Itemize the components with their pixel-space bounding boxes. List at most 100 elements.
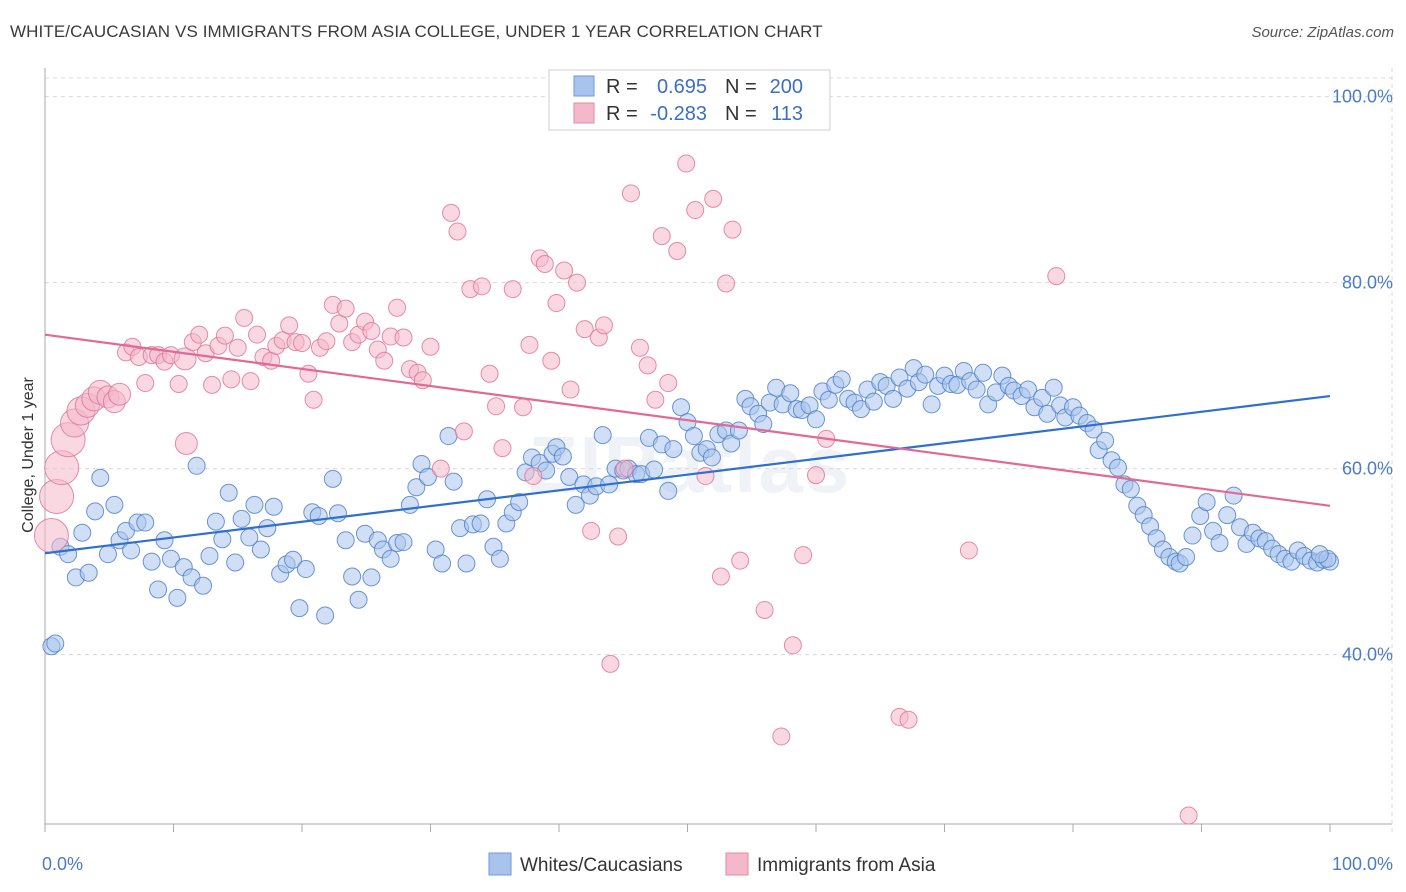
whites-point [245, 495, 264, 514]
whites-point [418, 467, 437, 486]
asia-point [304, 390, 323, 409]
pink-swatch [573, 102, 595, 124]
asia-point [582, 521, 601, 540]
asia-point [630, 338, 649, 357]
whites-point [251, 540, 270, 559]
whites-point [296, 560, 315, 579]
series-legend: Whites/Caucasians Immigrants from Asia [488, 852, 936, 876]
whites-point [226, 553, 245, 572]
trend-lines [44, 333, 1331, 555]
asia-point [575, 320, 594, 339]
whites-point [884, 389, 903, 408]
asia-point [480, 364, 499, 383]
y-tick-label: 40.0% [1342, 645, 1393, 665]
whites-point [1197, 493, 1216, 512]
asia-point [241, 372, 260, 391]
asia-trend-line [44, 333, 1331, 507]
legend-r-value-1: 0.695 [657, 76, 707, 98]
whites-point [1096, 431, 1115, 450]
whites-point [381, 549, 400, 568]
legend-n-value-1: 200 [770, 76, 803, 98]
asia-point [755, 600, 774, 619]
asia-point [686, 201, 705, 220]
asia-point [704, 189, 723, 208]
source-credit: Source: ZipAtlas.com [1251, 24, 1394, 41]
asia-point [108, 382, 132, 406]
whites-point [1019, 380, 1038, 399]
asia-point [567, 273, 586, 292]
y-tick-labels: 40.0% 60.0% 80.0% 100.0% [1332, 87, 1393, 665]
whites-point [974, 363, 993, 382]
asia-point [215, 326, 234, 345]
whites-point [729, 421, 748, 440]
asia-point [524, 467, 543, 486]
asia-point [493, 439, 512, 458]
whites-point [754, 414, 773, 433]
whites-point [864, 392, 883, 411]
asia-point [899, 710, 918, 729]
asia-point [783, 636, 802, 655]
whites-point [444, 472, 463, 491]
whites-point [309, 507, 328, 526]
whites-point [510, 493, 529, 512]
whites-point [323, 469, 342, 488]
asia-point [959, 541, 978, 560]
whites-point [187, 456, 206, 475]
whites-point [91, 468, 110, 487]
whites-point [471, 514, 490, 533]
asia-point [609, 527, 628, 546]
asia-point [696, 467, 715, 486]
asia-point [731, 551, 750, 570]
asia-point [280, 316, 299, 335]
whites-point [400, 495, 419, 514]
asia-point [723, 220, 742, 239]
asia-point [190, 325, 209, 344]
whites-point [1218, 506, 1237, 525]
whites-point [142, 552, 161, 571]
x-tick-label: 0.0% [42, 854, 83, 874]
asia-point [717, 274, 736, 293]
whites-point [659, 481, 678, 500]
whites-point [967, 380, 986, 399]
asia-point [520, 335, 539, 354]
whites-point [316, 606, 335, 625]
asia-point [394, 328, 413, 347]
asia-point [362, 321, 381, 340]
asia-point [299, 364, 318, 383]
asia-point [136, 374, 155, 393]
asia-point [615, 459, 634, 478]
asia-point [535, 255, 554, 273]
whites-point [457, 554, 476, 573]
legend-r-label-2: R = [606, 103, 638, 125]
x-tick-labels: 0.0% 100.0% [42, 854, 1393, 874]
whites-point [219, 483, 238, 502]
y-axis-label: College, Under 1 year [20, 377, 37, 533]
asia-point [33, 518, 69, 554]
asia-point [1047, 267, 1066, 286]
whites-point [73, 523, 92, 542]
whites-point [149, 580, 168, 599]
stats-legend: R = 0.695 N = 200 R = -0.283 N = 113 [548, 69, 831, 131]
asia-point [174, 431, 198, 455]
whites-point [394, 533, 413, 552]
series-whites-points [42, 359, 1339, 656]
asia-point [173, 347, 197, 371]
asia-point [503, 280, 522, 299]
legend-whites-label: Whites/Caucasians [520, 855, 683, 876]
whites-point [781, 384, 800, 403]
whites-point [1177, 547, 1196, 566]
asia-point [514, 398, 533, 417]
whites-point [200, 547, 219, 566]
whites-point [1044, 378, 1063, 397]
asia-point [487, 397, 506, 416]
whites-point [206, 512, 225, 531]
legend-asia-swatch [725, 852, 749, 876]
legend-n-label-1: N = [725, 76, 757, 98]
legend-whites-swatch [488, 852, 512, 876]
legend-r-label-1: R = [606, 76, 638, 98]
legend-n-label-2: N = [725, 103, 757, 125]
whites-point [1224, 486, 1243, 505]
stats-legend-box [548, 69, 831, 131]
chart-title: WHITE/CAUCASIAN VS IMMIGRANTS FROM ASIA … [10, 22, 823, 41]
